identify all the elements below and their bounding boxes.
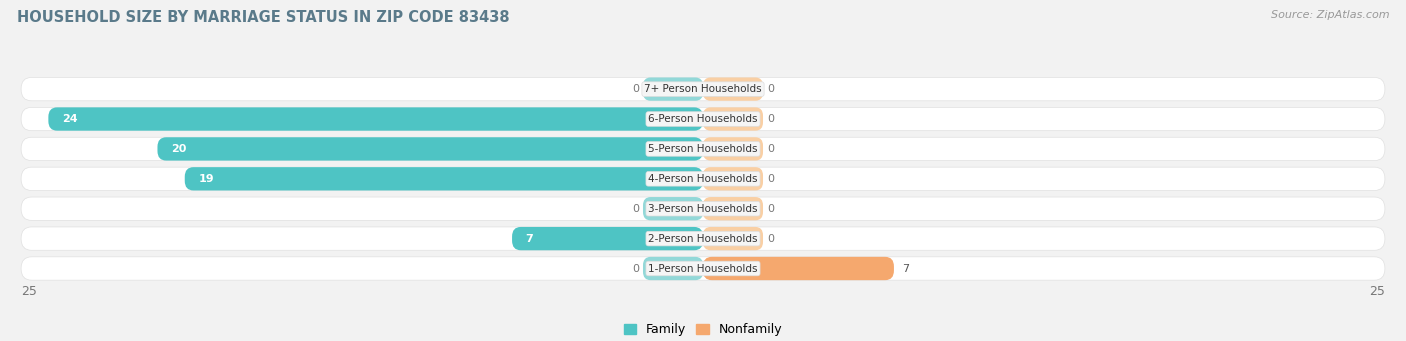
FancyBboxPatch shape bbox=[48, 107, 703, 131]
FancyBboxPatch shape bbox=[21, 77, 1385, 101]
FancyBboxPatch shape bbox=[643, 77, 703, 101]
Text: 20: 20 bbox=[172, 144, 187, 154]
FancyBboxPatch shape bbox=[703, 77, 763, 101]
FancyBboxPatch shape bbox=[643, 197, 703, 220]
Text: 2-Person Households: 2-Person Households bbox=[648, 234, 758, 243]
FancyBboxPatch shape bbox=[184, 167, 703, 191]
FancyBboxPatch shape bbox=[21, 257, 1385, 280]
Text: 7: 7 bbox=[526, 234, 533, 243]
FancyBboxPatch shape bbox=[21, 167, 1385, 191]
Text: Source: ZipAtlas.com: Source: ZipAtlas.com bbox=[1271, 10, 1389, 20]
Text: HOUSEHOLD SIZE BY MARRIAGE STATUS IN ZIP CODE 83438: HOUSEHOLD SIZE BY MARRIAGE STATUS IN ZIP… bbox=[17, 10, 509, 25]
Text: 0: 0 bbox=[631, 204, 638, 214]
FancyBboxPatch shape bbox=[643, 257, 703, 280]
Text: 3-Person Households: 3-Person Households bbox=[648, 204, 758, 214]
Text: 0: 0 bbox=[768, 84, 775, 94]
FancyBboxPatch shape bbox=[512, 227, 703, 250]
FancyBboxPatch shape bbox=[703, 197, 763, 220]
FancyBboxPatch shape bbox=[703, 107, 763, 131]
Text: 0: 0 bbox=[631, 264, 638, 273]
FancyBboxPatch shape bbox=[21, 137, 1385, 161]
Text: 0: 0 bbox=[768, 234, 775, 243]
FancyBboxPatch shape bbox=[21, 197, 1385, 220]
FancyBboxPatch shape bbox=[703, 227, 763, 250]
FancyBboxPatch shape bbox=[703, 137, 763, 161]
Text: 1-Person Households: 1-Person Households bbox=[648, 264, 758, 273]
Text: 19: 19 bbox=[198, 174, 214, 184]
FancyBboxPatch shape bbox=[21, 107, 1385, 131]
Legend: Family, Nonfamily: Family, Nonfamily bbox=[619, 318, 787, 341]
Text: 7+ Person Households: 7+ Person Households bbox=[644, 84, 762, 94]
Text: 25: 25 bbox=[21, 285, 37, 298]
Text: 4-Person Households: 4-Person Households bbox=[648, 174, 758, 184]
FancyBboxPatch shape bbox=[157, 137, 703, 161]
Text: 25: 25 bbox=[1369, 285, 1385, 298]
FancyBboxPatch shape bbox=[703, 257, 894, 280]
FancyBboxPatch shape bbox=[703, 167, 763, 191]
Text: 0: 0 bbox=[768, 144, 775, 154]
FancyBboxPatch shape bbox=[21, 227, 1385, 250]
Text: 7: 7 bbox=[903, 264, 910, 273]
Text: 5-Person Households: 5-Person Households bbox=[648, 144, 758, 154]
Text: 0: 0 bbox=[768, 174, 775, 184]
Text: 0: 0 bbox=[768, 204, 775, 214]
Text: 6-Person Households: 6-Person Households bbox=[648, 114, 758, 124]
Text: 0: 0 bbox=[631, 84, 638, 94]
Text: 24: 24 bbox=[62, 114, 77, 124]
Text: 0: 0 bbox=[768, 114, 775, 124]
